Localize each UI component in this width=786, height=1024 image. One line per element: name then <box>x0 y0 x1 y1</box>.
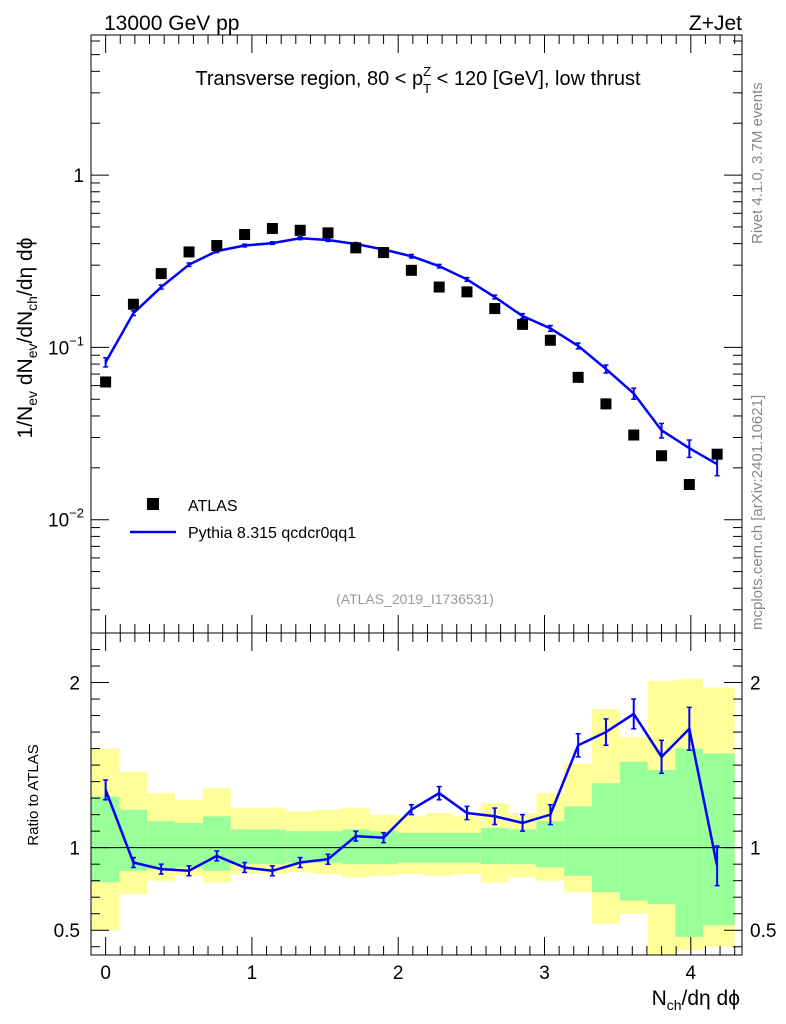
ratio-y-tick-label: 0.5 <box>54 921 80 942</box>
x-tick-label: 3 <box>539 963 550 984</box>
main-y-axis-label: 1/Nev dNev/dNch/dη dϕ <box>14 238 40 439</box>
legend-atlas-label: ATLAS <box>188 498 238 515</box>
header-right: Z+Jet <box>689 12 742 35</box>
x-tick-label: 0 <box>100 963 111 984</box>
main-y-tick-label: 1 <box>73 166 84 187</box>
main-y-tick-label: 10−1 <box>48 333 84 359</box>
main-panel: 1 10−1 10−2 Transverse region, 80 < pZ T < … <box>14 34 743 634</box>
atlas-point <box>100 376 112 388</box>
ratio-y-axis-label: Ratio to ATLAS <box>25 744 42 845</box>
atlas-point <box>433 281 445 293</box>
atlas-point <box>211 240 223 252</box>
syst-band-green <box>480 827 509 865</box>
atlas-point <box>517 318 529 330</box>
ratio-panel: 0.5 0.5 1 1 2 2 0 1 2 3 4 Ratio to ATLAS Nch/dη d… <box>25 632 777 1013</box>
syst-band-green <box>592 783 620 893</box>
rivet-label: Rivet 4.1.0, 3.7M events <box>749 82 766 244</box>
atlas-point <box>489 303 501 315</box>
legend: ATLAS Pythia 8.315 qcdcr0qq1 <box>130 498 356 542</box>
atlas-point <box>628 429 640 441</box>
x-tick-labels: 0 1 2 3 4 <box>100 963 696 984</box>
atlas-point <box>155 268 167 280</box>
pythia-curve <box>103 236 720 477</box>
syst-band-green <box>258 829 287 865</box>
x-axis-label: Nch/dη dϕ <box>652 987 740 1013</box>
legend-atlas-marker <box>147 498 159 510</box>
atlas-point <box>294 224 306 236</box>
atlas-point <box>350 242 362 254</box>
syst-band-green <box>619 761 648 901</box>
legend-pythia-label: Pythia 8.315 qcdcr0qq1 <box>188 525 356 542</box>
analysis-watermark: (ATLAS_2019_I1736531) <box>336 591 494 607</box>
ratio-ticks <box>90 633 742 955</box>
atlas-point <box>544 334 556 346</box>
ratio-y-tick-label: 2 <box>69 674 80 695</box>
x-tick-label: 2 <box>393 963 404 984</box>
atlas-point <box>656 450 668 462</box>
main-y-tick-label: 10−2 <box>48 506 84 532</box>
atlas-point <box>600 398 612 410</box>
main-frame <box>90 34 743 634</box>
syst-band-green <box>230 829 259 865</box>
syst-band-green <box>703 753 735 926</box>
atlas-point <box>239 228 251 240</box>
syst-band-green <box>647 770 676 904</box>
atlas-point <box>378 247 390 259</box>
atlas-point <box>572 371 584 383</box>
main-y-tick-labels: 1 10−1 10−2 <box>48 166 84 532</box>
ratio-y-tick-label-right: 0.5 <box>750 921 776 942</box>
ratio-frame <box>90 632 743 956</box>
header-left: 13000 GeV pp <box>104 12 239 35</box>
syst-band-green <box>564 806 593 876</box>
syst-band-green <box>202 816 231 871</box>
main-ticks <box>90 35 742 633</box>
x-tick-label: 4 <box>686 963 697 984</box>
syst-band-green <box>536 821 565 868</box>
ratio-y-tick-label-right: 1 <box>750 839 761 860</box>
atlas-point <box>266 222 278 234</box>
atlas-point <box>683 479 695 491</box>
mcplots-label: mcplots.cern.ch [arXiv:2401.10621] <box>749 395 766 630</box>
atlas-point <box>405 264 417 276</box>
atlas-point <box>127 298 139 310</box>
atlas-point <box>711 448 723 460</box>
ratio-y-tick-label: 1 <box>69 839 80 860</box>
ratio-y-tick-label-right: 2 <box>750 674 761 695</box>
syst-band-green <box>508 829 537 865</box>
ratio-curve <box>103 698 720 887</box>
syst-band-green <box>147 821 176 870</box>
atlas-markers <box>100 222 723 491</box>
syst-band-green <box>175 822 203 868</box>
ratio-y-tick-labels: 0.5 0.5 1 1 2 2 <box>54 674 777 943</box>
ratio-bands <box>91 679 735 955</box>
main-title: Transverse region, 80 < pZ T < 120 [GeV],… <box>195 64 641 96</box>
atlas-point <box>322 227 334 239</box>
atlas-point <box>461 286 473 298</box>
atlas-point <box>183 246 195 258</box>
x-tick-label: 1 <box>247 963 258 984</box>
syst-band-green <box>91 796 120 883</box>
